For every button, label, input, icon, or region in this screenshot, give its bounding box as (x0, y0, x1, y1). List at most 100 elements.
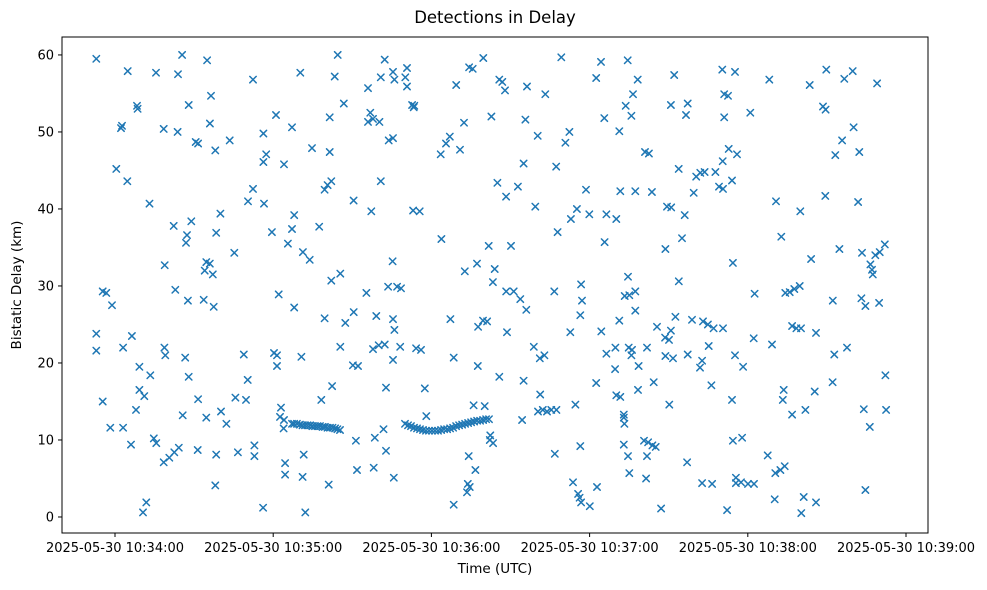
detection-marker (420, 384, 429, 393)
detection-marker (482, 415, 491, 424)
detection-marker (178, 50, 187, 59)
detection-marker (625, 291, 634, 300)
detection-marker (160, 261, 169, 270)
detection-marker (797, 324, 805, 333)
y-tick-label: 20 (37, 356, 54, 371)
detection-marker (728, 395, 736, 404)
detection-marker (336, 342, 345, 351)
detection-marker (578, 296, 586, 305)
detection-marker (593, 483, 601, 491)
detection-marker (369, 114, 377, 123)
detection-marker (720, 113, 729, 122)
detection-marker (152, 68, 160, 77)
detection-marker (738, 433, 747, 442)
detection-marker (641, 148, 649, 156)
detection-marker (396, 342, 405, 351)
detection-marker (643, 452, 651, 461)
detection-marker (731, 351, 739, 360)
detection-marker (585, 502, 594, 511)
detection-marker (868, 270, 877, 279)
detection-marker (616, 187, 625, 196)
detection-marker (376, 177, 385, 186)
detection-marker (296, 68, 305, 77)
detection-marker (217, 407, 225, 416)
detection-marker (795, 282, 804, 290)
detection-marker (502, 287, 511, 296)
y-tick-label: 30 (37, 279, 54, 294)
detection-marker (250, 452, 259, 461)
detection-marker (484, 241, 493, 250)
detection-marker (327, 177, 336, 186)
detection-marker (183, 231, 191, 240)
detection-marker (317, 395, 326, 404)
x-tick-label: 2025-05-30 10:35:00 (204, 541, 342, 556)
detection-marker (540, 351, 549, 360)
detection-marker (184, 101, 193, 109)
detection-marker (208, 270, 217, 279)
detection-marker (661, 245, 670, 253)
detection-marker (212, 450, 221, 459)
detection-marker (330, 72, 339, 81)
detection-marker (273, 351, 281, 360)
detection-marker (810, 387, 819, 396)
detection-marker (843, 343, 851, 352)
detection-marker (98, 397, 107, 406)
detection-marker (561, 138, 570, 147)
detection-marker (119, 423, 128, 432)
detection-marker (629, 90, 637, 99)
detection-marker (857, 294, 866, 303)
detection-marker (550, 449, 559, 458)
y-tick-label: 60 (37, 48, 54, 63)
detection-marker (409, 103, 418, 112)
detection-marker (473, 362, 482, 370)
detection-marker (699, 317, 707, 326)
detection-marker (780, 462, 789, 471)
chart-title: Detections in Delay (414, 8, 576, 27)
x-tick-label: 2025-05-30 10:39:00 (837, 541, 975, 556)
detection-marker (711, 168, 720, 176)
detection-marker (576, 311, 585, 320)
detection-marker (627, 111, 636, 120)
detection-marker (821, 105, 830, 114)
detection-marker (135, 362, 144, 371)
detection-marker (865, 422, 874, 431)
detection-marker (127, 440, 135, 449)
detection-marker (688, 315, 696, 324)
detection-marker (880, 240, 889, 249)
detection-marker (828, 296, 837, 305)
detection-marker (379, 425, 388, 434)
detection-marker (689, 188, 698, 197)
detection-marker (513, 182, 522, 191)
detection-marker (507, 241, 515, 250)
detection-marker (624, 272, 632, 281)
detection-marker (384, 282, 393, 291)
detection-marker (703, 320, 712, 329)
detection-marker (305, 255, 314, 264)
detection-marker (92, 54, 101, 63)
detection-marker (290, 303, 299, 312)
detection-marker (425, 426, 433, 435)
detection-marker (830, 350, 839, 359)
detection-marker (211, 146, 220, 155)
detection-marker (643, 343, 651, 352)
detection-marker (436, 150, 445, 159)
detection-marker (772, 197, 780, 206)
detection-marker (619, 413, 628, 422)
detection-marker (390, 75, 399, 84)
detection-marker (422, 412, 431, 421)
detection-marker (403, 82, 411, 91)
detection-marker (855, 148, 864, 156)
detection-marker (519, 159, 528, 168)
detection-marker (718, 157, 727, 166)
detection-marker (135, 385, 144, 394)
detection-marker (123, 67, 132, 76)
detection-marker (665, 400, 674, 409)
detection-marker (117, 124, 125, 133)
detection-marker (203, 56, 212, 65)
detection-marker (193, 446, 202, 454)
detection-marker (577, 498, 586, 507)
detection-marker (133, 104, 142, 113)
detection-marker (627, 351, 636, 360)
detection-marker (382, 446, 390, 455)
detection-marker (644, 149, 653, 158)
